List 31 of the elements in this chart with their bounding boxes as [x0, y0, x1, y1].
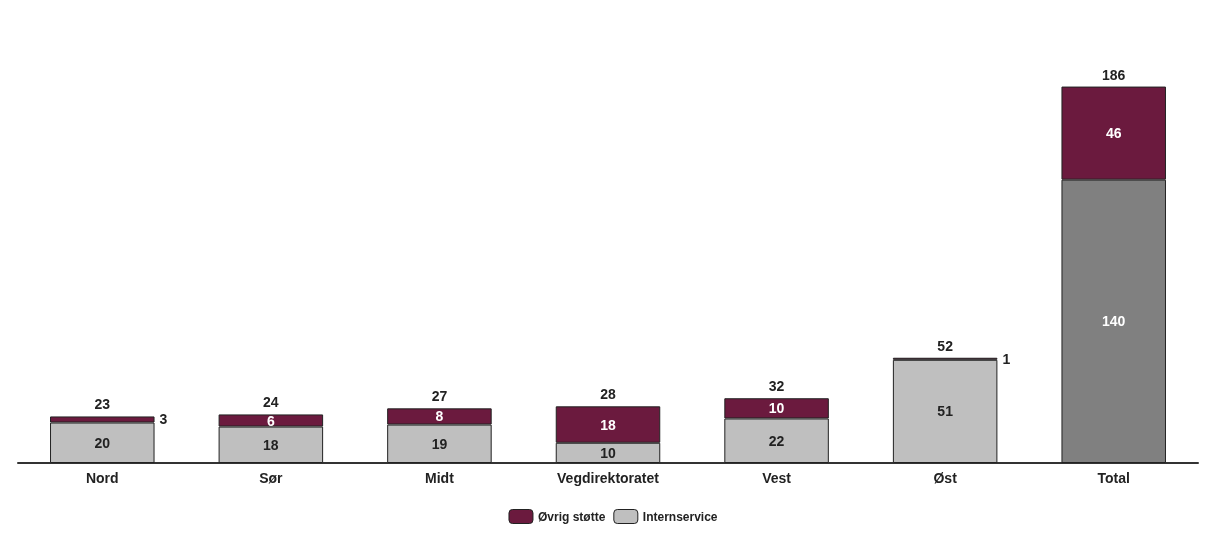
data-label: 10 — [768, 400, 785, 417]
x-tick-label: Sør — [259, 470, 284, 486]
data-label: 18 — [263, 436, 279, 453]
x-tick-label: Total — [1097, 470, 1130, 486]
data-label: 140 — [1102, 313, 1126, 330]
total-label: 52 — [937, 337, 954, 354]
data-label: 6 — [266, 412, 275, 429]
data-label: 20 — [94, 434, 111, 451]
data-label: 19 — [431, 435, 448, 452]
legend-label: Internservice — [642, 509, 718, 524]
data-label: 18 — [600, 416, 616, 433]
data-label: 1 — [1002, 350, 1011, 367]
legend-label: Øvrig støtte — [537, 509, 606, 524]
total-label: 24 — [263, 394, 279, 411]
x-tick-label: Vest — [762, 470, 792, 486]
total-label: 28 — [600, 386, 616, 403]
data-label: 8 — [435, 408, 444, 425]
data-label: 46 — [1105, 125, 1122, 142]
x-tick-label: Midt — [425, 470, 455, 486]
bar — [892, 359, 998, 463]
total-label: 186 — [1102, 66, 1126, 83]
total-label: 23 — [94, 396, 111, 413]
x-tick-label: Øst — [933, 470, 958, 486]
total-label: 32 — [768, 378, 785, 395]
data-label: 3 — [159, 411, 168, 428]
data-label: 51 — [937, 403, 954, 420]
x-tick-label: Nord — [85, 470, 119, 486]
data-label: 22 — [768, 432, 785, 449]
total-label: 27 — [431, 388, 448, 405]
data-label: 10 — [600, 444, 616, 461]
x-tick-label: Vegdirektoratet — [557, 470, 660, 486]
